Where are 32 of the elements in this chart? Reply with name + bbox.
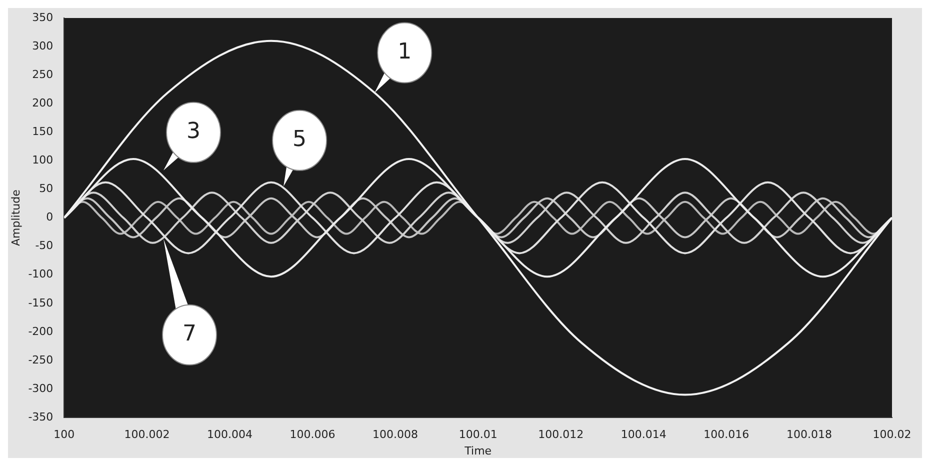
annotation: 5 [292, 127, 307, 152]
y-axis-title: Amplitude [9, 189, 22, 246]
x-axis-title: Time [464, 444, 492, 458]
x-tick-label: 100.018 [786, 428, 832, 442]
y-tick-label: -100 [28, 268, 54, 281]
y-tick-label: -50 [35, 239, 54, 252]
x-tick-label: 100.02 [872, 428, 912, 442]
annotation: 1 [398, 40, 412, 64]
y-tick-label: -250 [28, 353, 54, 366]
y-tick-label: -150 [28, 296, 54, 310]
x-tick-label: 100.014 [620, 428, 666, 442]
y-tick-label: 300 [32, 39, 54, 52]
annotation: 3 [186, 119, 201, 144]
y-tick-label: -200 [28, 324, 54, 338]
x-tick-label: 100.012 [538, 428, 584, 442]
y-tick-label: -300 [28, 382, 54, 395]
y-tick-label: 250 [32, 68, 54, 81]
x-tick-label: 100.008 [372, 428, 418, 442]
y-tick-label: 100 [32, 154, 54, 167]
x-tick-label: 100.016 [704, 428, 750, 442]
annotation: 7 [182, 322, 197, 347]
x-tick-label: 100.004 [206, 428, 252, 442]
y-tick-label: -350 [28, 410, 54, 424]
y-tick-label: 200 [32, 96, 54, 110]
x-tick-label: 100.01 [458, 428, 498, 442]
y-tick-label: 350 [32, 10, 54, 24]
x-tick-label: 100.006 [290, 428, 336, 442]
y-tick-label: 50 [39, 182, 54, 196]
y-tick-label: 0 [46, 210, 54, 224]
x-tick-label: 100 [54, 428, 75, 442]
x-tick-label: 100.002 [124, 428, 170, 442]
y-tick-label: 150 [32, 125, 54, 138]
